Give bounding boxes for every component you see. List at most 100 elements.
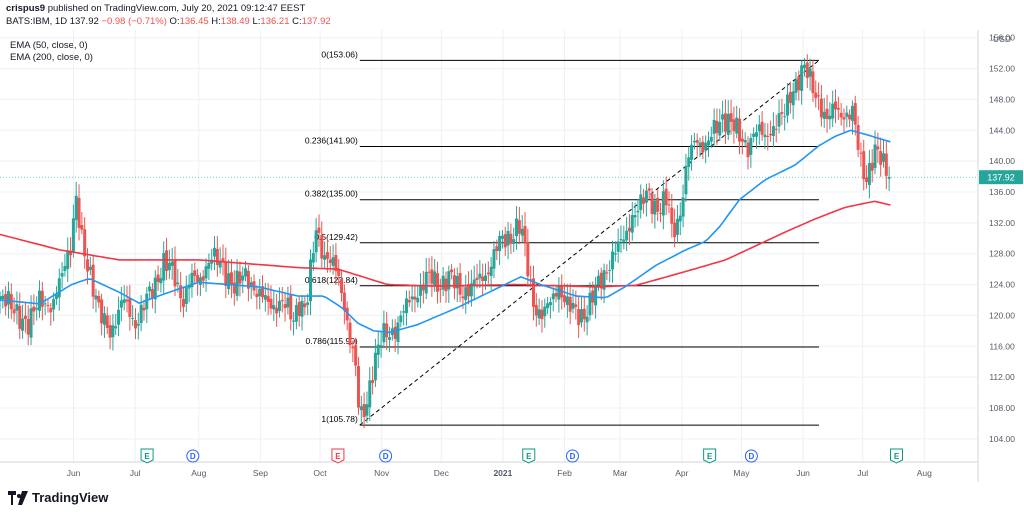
y-tick-label: 120.00 [989, 310, 1015, 320]
candle-body [492, 249, 496, 269]
open-label: O: [169, 16, 180, 27]
candle-body [537, 309, 541, 319]
x-tick-label: Aug [917, 468, 932, 478]
candle-body [873, 144, 877, 168]
candle-body [196, 275, 200, 282]
candle-body [786, 94, 790, 116]
candle-body [721, 114, 725, 120]
candle-body [856, 125, 860, 150]
candle-body [317, 227, 321, 233]
candle-body [484, 275, 488, 282]
candle-body [122, 299, 126, 304]
candle-body [303, 303, 307, 308]
dividend-icon [186, 449, 200, 463]
candle-body [548, 302, 552, 306]
candle-body [605, 272, 609, 274]
candle-body [754, 132, 758, 137]
candle-body [179, 285, 183, 299]
candle-body [783, 116, 787, 118]
candle-body [817, 95, 821, 97]
candle-body [148, 286, 152, 292]
candle-body [594, 284, 598, 306]
x-tick-label: Jun [67, 468, 81, 478]
candle-body [517, 220, 521, 234]
candle-body [86, 259, 90, 272]
candle-body [647, 188, 651, 191]
candle-body [190, 272, 194, 288]
candle-body [850, 106, 854, 121]
fib-level-label: 0(153.06) [321, 49, 358, 59]
ema50-legend[interactable]: EMA (50, close, 0) [10, 40, 88, 51]
candle-body [842, 117, 846, 120]
candle-body [692, 141, 696, 143]
dividend-icon [744, 449, 758, 463]
candle-body [300, 300, 304, 317]
candle-body [839, 112, 843, 118]
event-marker-label: E [144, 452, 150, 461]
x-tick-label: Jun [796, 468, 810, 478]
candle-body [726, 113, 730, 135]
candle-body [760, 121, 764, 135]
candle-body [176, 282, 180, 285]
candle-body [616, 241, 620, 252]
candle-body [805, 62, 809, 79]
candle-body [6, 291, 10, 305]
candle-body [467, 284, 471, 297]
dividend-icon [565, 449, 579, 463]
candle-body [187, 284, 191, 289]
fib-level-label: 0.236(141.90) [305, 135, 358, 145]
candle-body [43, 303, 47, 305]
y-tick-label: 116.00 [989, 341, 1015, 351]
candle-body [746, 142, 750, 158]
candle-body [46, 305, 50, 307]
candle-body [664, 188, 668, 206]
x-tick-label: May [733, 468, 750, 478]
low-value: 136.21 [260, 16, 290, 27]
candle-body [88, 266, 92, 270]
x-tick-label: Mar [613, 468, 628, 478]
y-tick-label: 108.00 [989, 403, 1015, 413]
candle-body [619, 239, 623, 241]
candle-body [320, 235, 324, 259]
candle-body [557, 286, 561, 300]
candle-body [887, 177, 891, 179]
candle-body [509, 233, 513, 244]
x-tick-label: Aug [191, 468, 206, 478]
author-name[interactable]: crispus9 [6, 3, 46, 14]
candle-body [563, 295, 567, 303]
ema200-legend[interactable]: EMA (200, close, 0) [10, 52, 93, 63]
candle-body [735, 117, 739, 134]
candle-body [853, 102, 857, 125]
tradingview-logo[interactable]: TradingView [8, 490, 108, 505]
candle-body [145, 293, 149, 310]
candle-body [38, 290, 42, 311]
event-marker-label: D [383, 452, 389, 461]
candle-body [642, 197, 646, 204]
candle-body [399, 315, 403, 323]
candle-body [131, 317, 135, 319]
candle-body [667, 204, 671, 206]
event-marker-label: D [190, 452, 196, 461]
candle-body [503, 234, 507, 248]
x-tick-label: Apr [675, 468, 688, 478]
candle-body [170, 261, 174, 266]
candle-body [365, 404, 369, 416]
candle-body [108, 325, 112, 338]
candle-body [819, 98, 823, 118]
candle-body [269, 298, 273, 309]
candle-body [232, 282, 236, 294]
candle-body [359, 406, 363, 411]
candle-body [272, 305, 276, 310]
candle-body [881, 153, 885, 162]
candle-body [845, 112, 849, 117]
candle-body [354, 345, 358, 366]
candle-body [687, 157, 691, 167]
candle-body [159, 278, 163, 284]
candle-body [94, 295, 98, 300]
candle-body [35, 307, 39, 310]
candle-body [791, 91, 795, 106]
candle-body [229, 272, 233, 286]
event-marker-label: E [894, 452, 900, 461]
last-price: 137.92 [69, 16, 99, 27]
